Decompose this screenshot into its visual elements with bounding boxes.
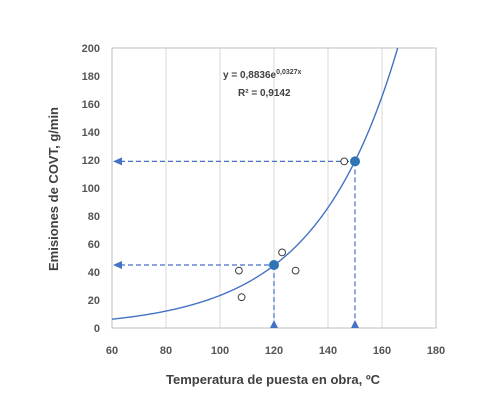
x-tick-label: 100 xyxy=(211,345,229,357)
data-point xyxy=(291,266,300,275)
x-tick-label: 80 xyxy=(160,345,172,357)
data-point xyxy=(235,266,243,275)
highlight-point xyxy=(269,260,279,270)
guide-arrow-left xyxy=(113,261,122,269)
x-tick-labels: 60 80 100 120 140 160 180 xyxy=(106,345,445,357)
data-point xyxy=(237,293,246,302)
y-tick-label: 20 xyxy=(88,295,100,307)
equation-exponent: 0,0327x xyxy=(276,69,301,76)
y-tick-label: 80 xyxy=(88,211,100,223)
data-point xyxy=(278,248,287,257)
guide-lines xyxy=(113,157,359,328)
guide-arrow-left xyxy=(113,157,122,166)
y-tick-label: 40 xyxy=(88,267,100,279)
y-tick-labels: 0 20 40 60 80 100 120 140 160 180 200 xyxy=(82,43,100,335)
x-tick-label: 180 xyxy=(427,345,445,357)
fit-curve xyxy=(111,47,399,320)
y-tick-label: 200 xyxy=(82,43,100,55)
y-tick-label: 0 xyxy=(94,323,100,335)
guide-arrow-up xyxy=(351,320,359,328)
x-axis-title: Temperatura de puesta en obra, ºC xyxy=(166,372,381,387)
data-point xyxy=(340,157,349,166)
x-tick-label: 120 xyxy=(265,345,283,357)
y-tick-label: 180 xyxy=(82,71,100,83)
y-tick-label: 140 xyxy=(82,127,100,139)
x-tick-label: 60 xyxy=(106,345,118,357)
x-tick-label: 160 xyxy=(373,345,391,357)
r2-label: R² = 0,9142 xyxy=(238,88,291,99)
equation-base: y = 0,8836e xyxy=(223,70,277,81)
guide-arrow-up xyxy=(270,320,278,328)
highlight-points xyxy=(269,156,360,270)
y-tick-label: 60 xyxy=(88,239,100,251)
y-tick-label: 100 xyxy=(82,183,100,195)
equation-label: y = 0,8836e0,0327x xyxy=(223,69,302,81)
y-tick-label: 120 xyxy=(82,155,100,167)
y-tick-label: 160 xyxy=(82,99,100,111)
x-tick-label: 140 xyxy=(319,345,337,357)
data-points xyxy=(235,157,349,302)
highlight-point xyxy=(350,156,360,167)
y-axis-title: Emisiones de COVT, g/min xyxy=(46,107,61,271)
